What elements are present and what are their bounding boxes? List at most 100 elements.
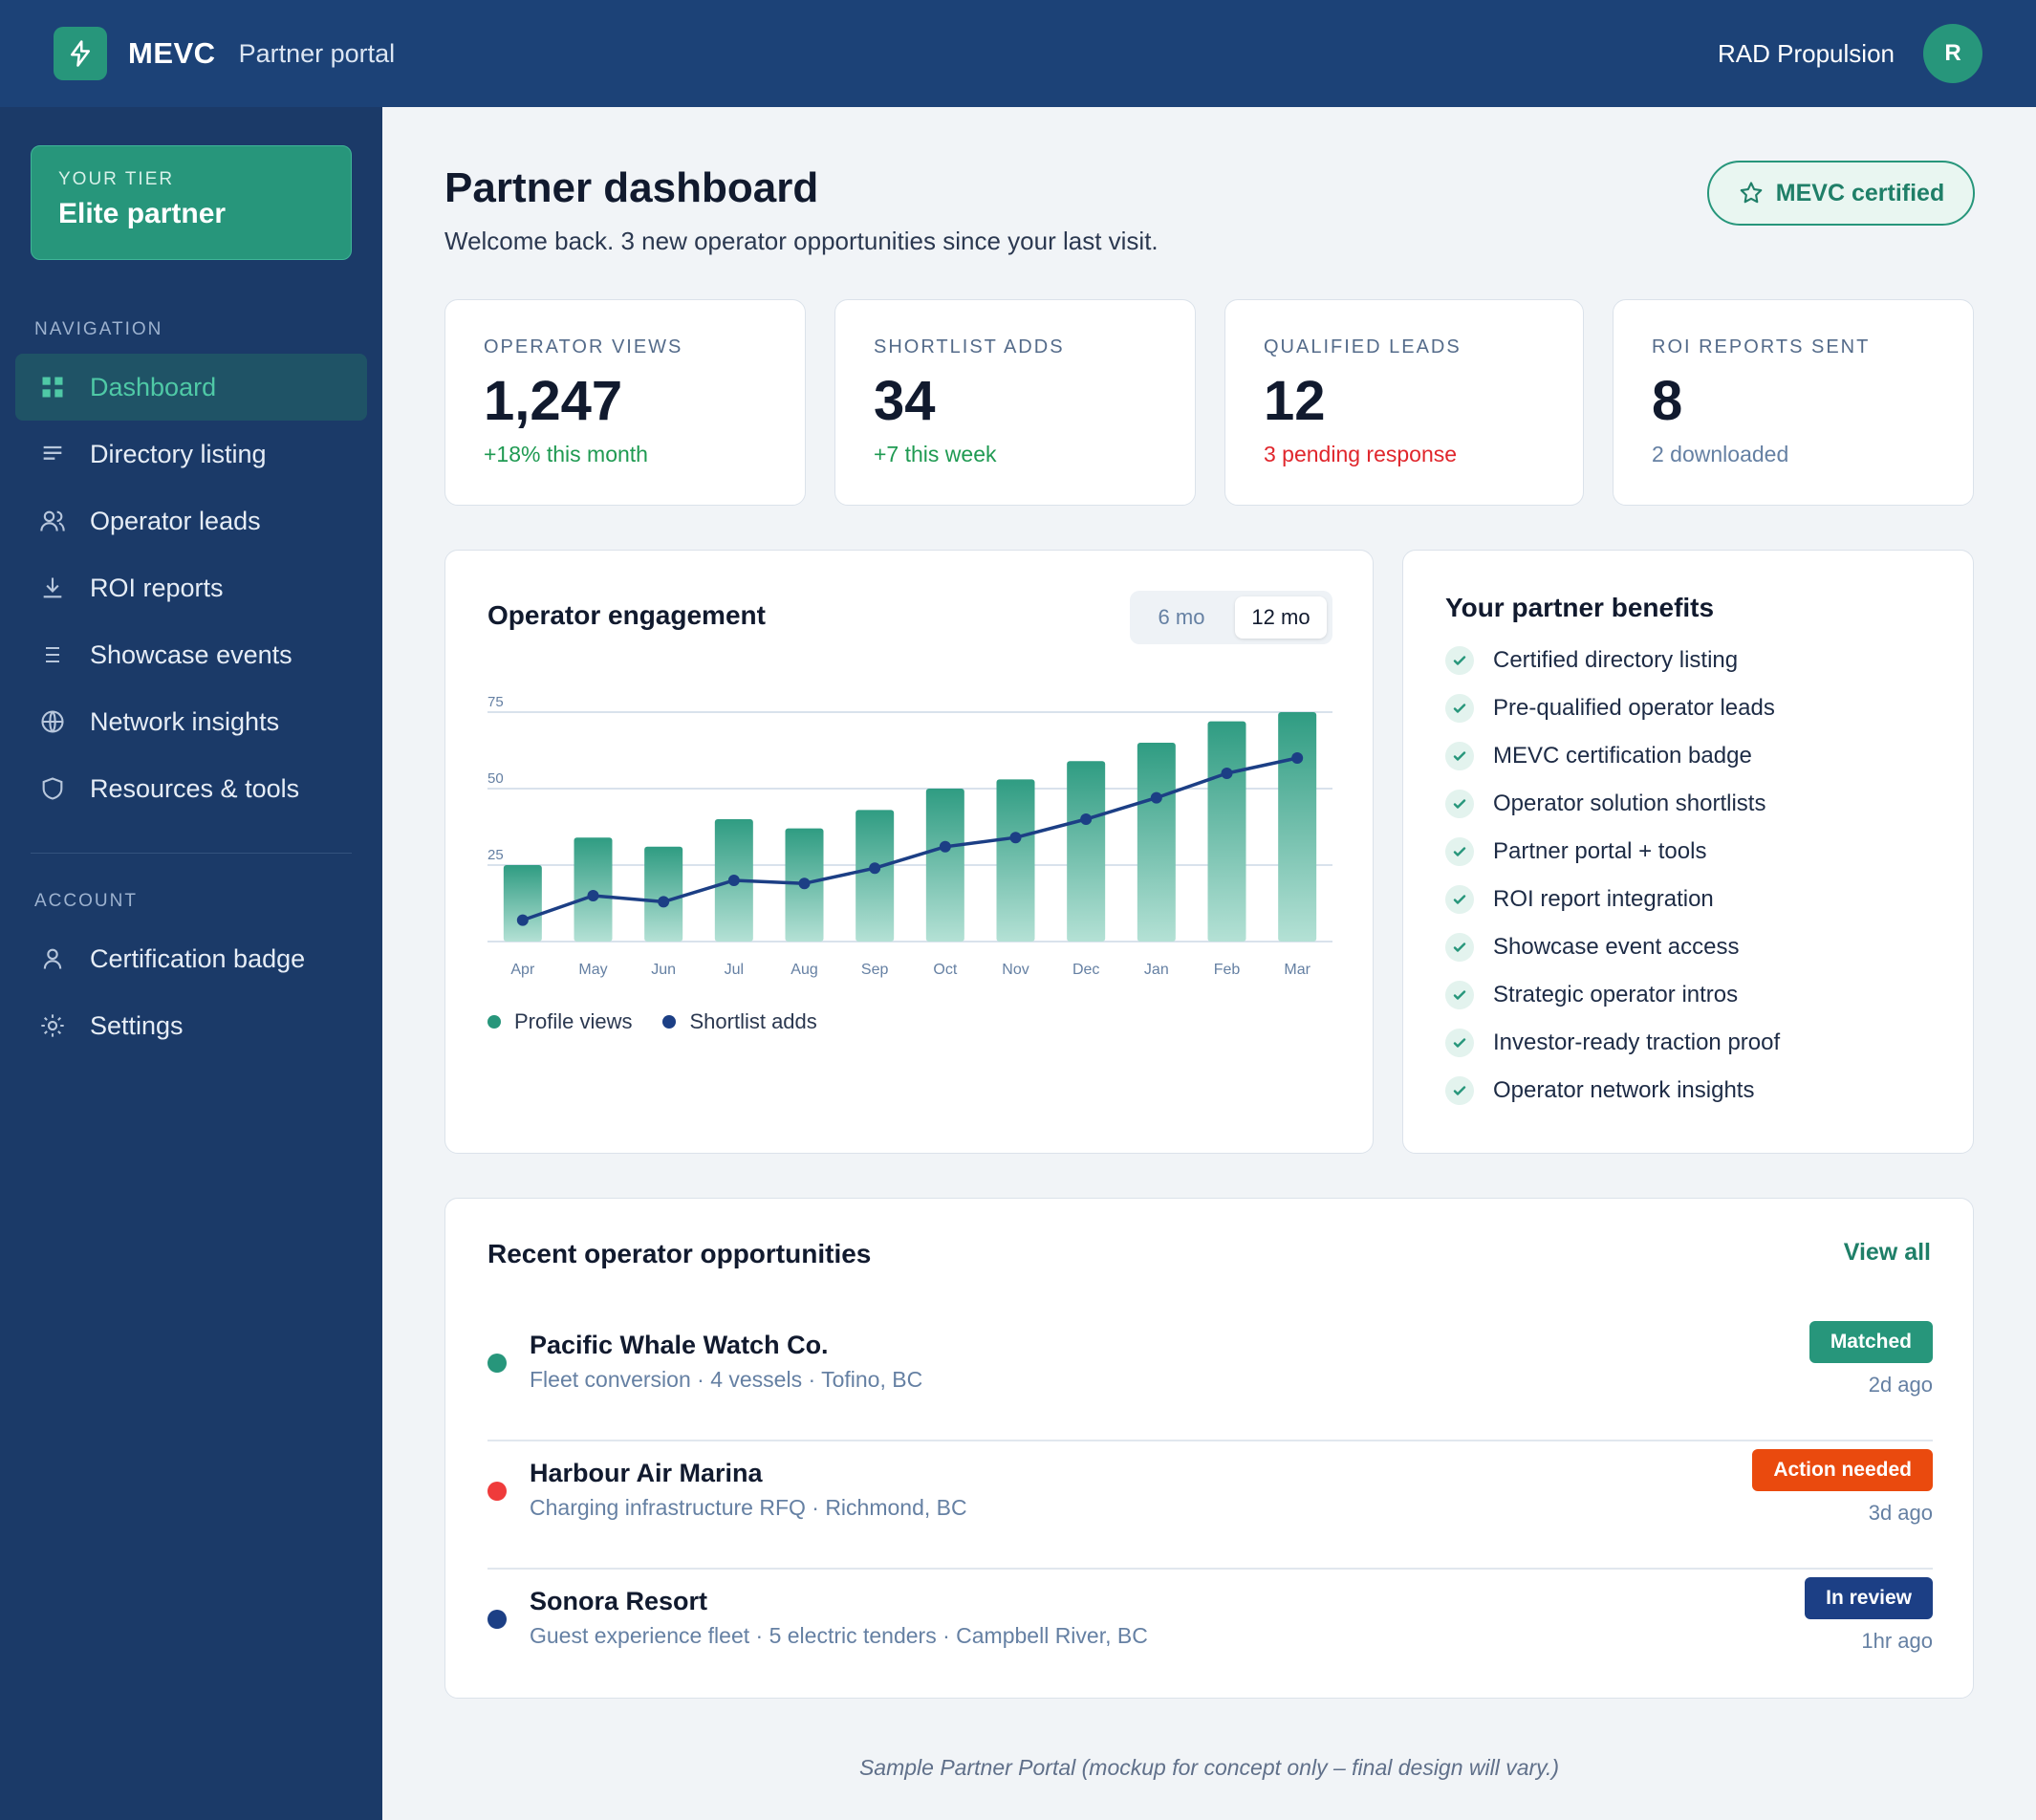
- sidebar-item-settings[interactable]: Settings: [15, 992, 367, 1059]
- opportunities-card: Recent operator opportunities View all P…: [444, 1198, 1974, 1699]
- x-tick-label: May: [578, 962, 607, 978]
- point-shortlist-adds: [1150, 791, 1162, 804]
- point-shortlist-adds: [1009, 832, 1022, 844]
- toggle-6mo[interactable]: 6 mo: [1158, 605, 1205, 629]
- view-all-link[interactable]: View all: [1843, 1239, 1931, 1266]
- sidebar-item-label: Network insights: [90, 706, 280, 736]
- engagement-chart: 25 50 75 Apr May Jun Jul Aug Sep Oct Nov Dec Jan Feb M…: [487, 694, 1332, 978]
- avatar[interactable]: R: [1923, 24, 1982, 83]
- stat-card-qualified-leads: QUALIFIED LEADS 12 3 pending response: [1224, 299, 1584, 506]
- point-shortlist-adds: [869, 862, 881, 875]
- benefit-label: Strategic operator intros: [1493, 982, 1739, 1008]
- sidebar-item-roi-reports[interactable]: ROI reports: [15, 554, 367, 621]
- footer-note: Sample Partner Portal (mockup for concep…: [858, 1755, 1560, 1780]
- sidebar-item-label: Certification badge: [90, 943, 306, 973]
- opportunity-meta: Guest experience fleet · 5 electric tend…: [530, 1623, 1148, 1648]
- stat-value: 12: [1264, 370, 1326, 432]
- opportunity-meta: Fleet conversion · 4 vessels · Tofino, B…: [530, 1367, 923, 1392]
- sidebar-item-certification-badge[interactable]: Certification badge: [15, 925, 367, 992]
- x-tick-label: Oct: [933, 962, 957, 978]
- chart-title: Operator engagement: [487, 600, 766, 630]
- stat-value: 8: [1652, 370, 1683, 432]
- toggle-12mo[interactable]: 12 mo: [1235, 596, 1327, 639]
- benefit-label: Operator network insights: [1493, 1077, 1755, 1103]
- opportunity-time: 1hr ago: [1861, 1629, 1933, 1653]
- stat-card-roi-reports-sent: ROI REPORTS SENT 8 2 downloaded: [1613, 299, 1974, 506]
- benefit-item: Showcase event access: [1445, 933, 1739, 962]
- check-icon: [1445, 933, 1474, 962]
- opportunity-row[interactable]: Sonora Resort Guest experience fleet · 5…: [487, 1570, 1933, 1698]
- opportunity-name[interactable]: Sonora Resort: [530, 1587, 708, 1615]
- benefits-card: Your partner benefits Certified director…: [1402, 550, 1974, 1154]
- opportunity-row[interactable]: Harbour Air Marina Charging infrastructu…: [487, 1441, 1933, 1570]
- point-shortlist-adds: [727, 875, 740, 886]
- check-icon: [1445, 694, 1474, 723]
- user-icon: [38, 944, 67, 973]
- legend-swatch-shortlist-adds: [662, 1015, 677, 1029]
- stat-label: SHORTLIST ADDS: [874, 336, 1065, 358]
- sidebar-item-label: Dashboard: [90, 372, 217, 401]
- users-icon: [38, 507, 67, 535]
- benefit-label: Showcase event access: [1493, 934, 1740, 960]
- opportunity-meta: Charging infrastructure RFQ · Richmond, …: [530, 1495, 967, 1520]
- tier-label: YOUR TIER: [58, 169, 175, 189]
- y-tick-label: 50: [487, 770, 504, 787]
- point-shortlist-adds: [516, 914, 529, 926]
- sidebar-item-resources-tools[interactable]: Resources & tools: [15, 755, 367, 822]
- benefit-item: Strategic operator intros: [1445, 981, 1738, 1009]
- opportunity-name[interactable]: Harbour Air Marina: [530, 1459, 763, 1487]
- page-title: Partner dashboard: [444, 164, 819, 211]
- sidebar-item-network-insights[interactable]: Network insights: [15, 688, 367, 755]
- benefit-label: Partner portal + tools: [1493, 838, 1707, 864]
- sidebar-item-directory-listing[interactable]: Directory listing: [15, 421, 367, 488]
- star-icon: [1740, 182, 1763, 204]
- status-dot: [487, 1482, 507, 1501]
- benefits-title: Your partner benefits: [1445, 593, 1715, 622]
- line-shortlist-adds: [522, 756, 1298, 922]
- check-icon: [1445, 981, 1474, 1009]
- benefit-item: MEVC certification badge: [1445, 742, 1752, 770]
- range-toggle: 6 mo 12 mo: [1130, 591, 1332, 644]
- stat-value: 34: [874, 370, 936, 432]
- opportunity-name[interactable]: Pacific Whale Watch Co.: [530, 1331, 829, 1359]
- benefit-label: Pre-qualified operator leads: [1493, 695, 1775, 721]
- check-icon: [1445, 790, 1474, 818]
- lightning-logo-icon[interactable]: [54, 27, 107, 80]
- stat-note: 3 pending response: [1264, 442, 1458, 466]
- gear-icon: [38, 1011, 67, 1040]
- cert-label: MEVC certified: [1775, 179, 1945, 206]
- benefit-item: Certified directory listing: [1445, 646, 1738, 675]
- sidebar: YOUR TIER Elite partner NAVIGATION Dashb…: [0, 107, 382, 1820]
- status-dot: [487, 1354, 507, 1373]
- grid-icon: [38, 373, 67, 401]
- point-shortlist-adds: [939, 840, 951, 853]
- top-bar: MEVC Partner portal RAD Propulsion R: [0, 0, 2036, 107]
- sidebar-item-showcase-events[interactable]: Showcase events: [15, 621, 367, 688]
- list-icon: [38, 640, 67, 669]
- brand-name[interactable]: MEVC: [128, 36, 216, 70]
- point-shortlist-adds: [798, 878, 811, 890]
- sidebar-item-operator-leads[interactable]: Operator leads: [15, 488, 367, 554]
- sidebar-item-dashboard[interactable]: Dashboard: [15, 354, 367, 421]
- bar-profile-views: [1137, 743, 1176, 942]
- stat-note: +18% this month: [484, 442, 648, 466]
- stat-label: ROI REPORTS SENT: [1652, 336, 1871, 358]
- y-tick-label: 25: [487, 847, 504, 863]
- check-icon: [1445, 646, 1474, 675]
- sidebar-item-label: Resources & tools: [90, 773, 300, 803]
- stat-label: QUALIFIED LEADS: [1264, 336, 1462, 358]
- stat-note: +7 this week: [874, 442, 997, 466]
- status-badge: Matched: [1809, 1321, 1933, 1363]
- company-name[interactable]: RAD Propulsion: [1718, 38, 1895, 68]
- benefit-label: ROI report integration: [1493, 886, 1714, 912]
- status-badge: Action needed: [1752, 1449, 1933, 1491]
- bar-profile-views: [1067, 761, 1106, 942]
- y-tick-label: 75: [487, 694, 504, 710]
- sidebar-item-label: Showcase events: [90, 639, 292, 669]
- mevc-certified-button[interactable]: MEVC certified: [1707, 161, 1975, 226]
- x-tick-label: Apr: [510, 962, 535, 978]
- point-shortlist-adds: [1221, 768, 1233, 779]
- legend-swatch-profile-views: [487, 1015, 501, 1029]
- opportunity-row[interactable]: Pacific Whale Watch Co. Fleet conversion…: [487, 1313, 1933, 1441]
- globe-icon: [38, 707, 67, 736]
